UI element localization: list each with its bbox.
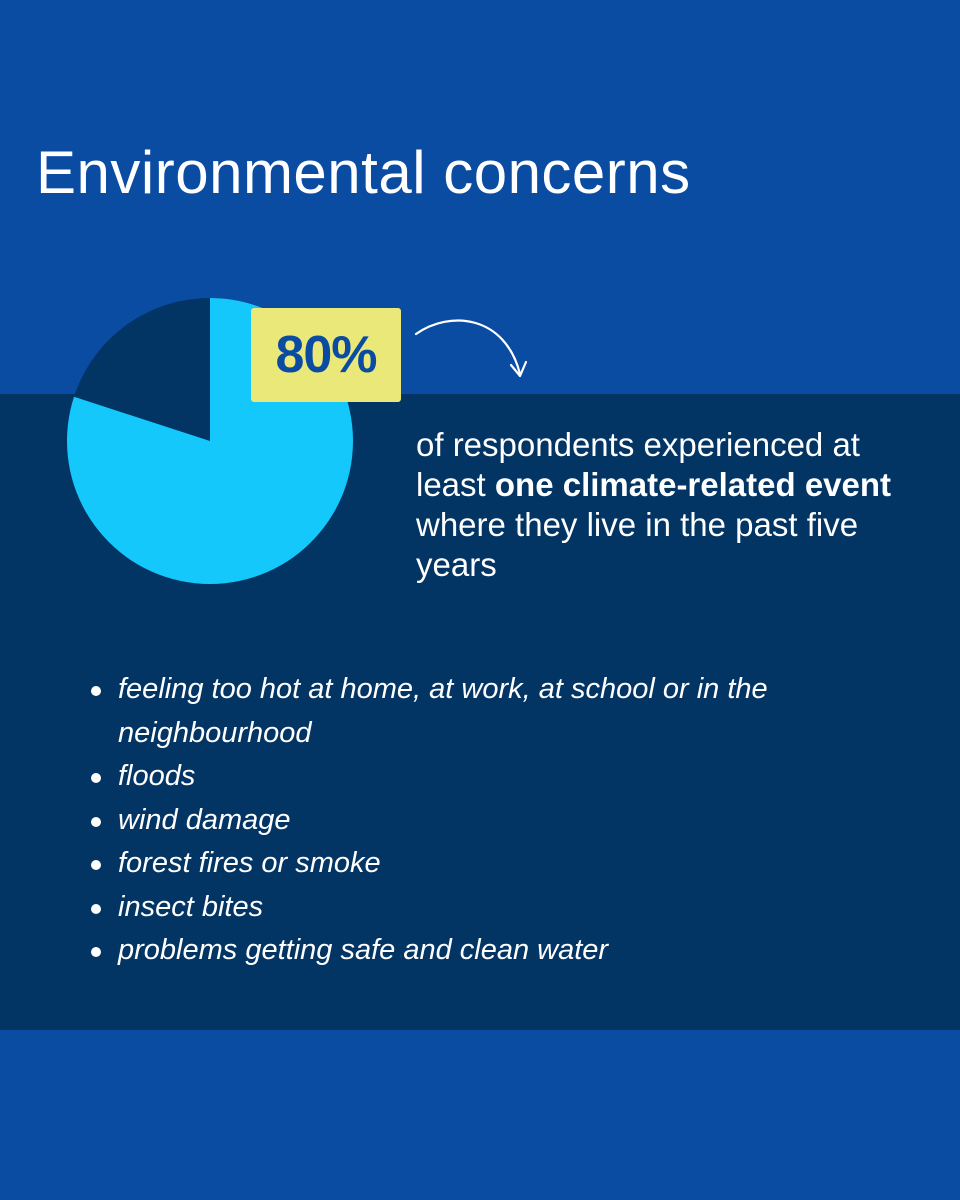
page-title: Environmental concerns [36, 139, 691, 206]
event-label: forest fires or smoke [118, 847, 381, 879]
list-item: problems getting safe and clean water [86, 929, 806, 973]
bullet-dot-icon [91, 773, 101, 783]
list-item: forest fires or smoke [86, 842, 806, 886]
event-label: feeling too hot at home, at work, at sch… [118, 673, 768, 749]
list-item: floods [86, 755, 806, 799]
bullet-dot-icon [91, 860, 101, 870]
list-item: wind damage [86, 799, 806, 843]
event-label: wind damage [118, 803, 291, 836]
stat-description: of respondents experienced at least one … [416, 425, 936, 585]
event-list: feeling too hot at home, at work, at sch… [86, 668, 806, 973]
list-item: insect bites [86, 886, 806, 930]
event-label: problems getting safe and clean water [118, 934, 609, 966]
bullet-dot-icon [91, 903, 101, 914]
description-highlight: one climate-related event [494, 466, 892, 503]
curved-arrow-icon [414, 319, 528, 378]
bullet-dot-icon [91, 686, 101, 696]
event-label: floods [118, 760, 196, 792]
list-item: feeling too hot at home, at work, at sch… [86, 668, 806, 755]
stat-badge: 80% [251, 308, 401, 402]
description-part2: where they live in the past five years [416, 506, 859, 583]
bullet-dot-icon [91, 816, 101, 827]
event-label: insect bites [118, 890, 264, 923]
stat-value: 80% [275, 326, 377, 384]
description-part1: of respondents experienced at least [416, 426, 860, 503]
bullet-dot-icon [91, 947, 101, 957]
